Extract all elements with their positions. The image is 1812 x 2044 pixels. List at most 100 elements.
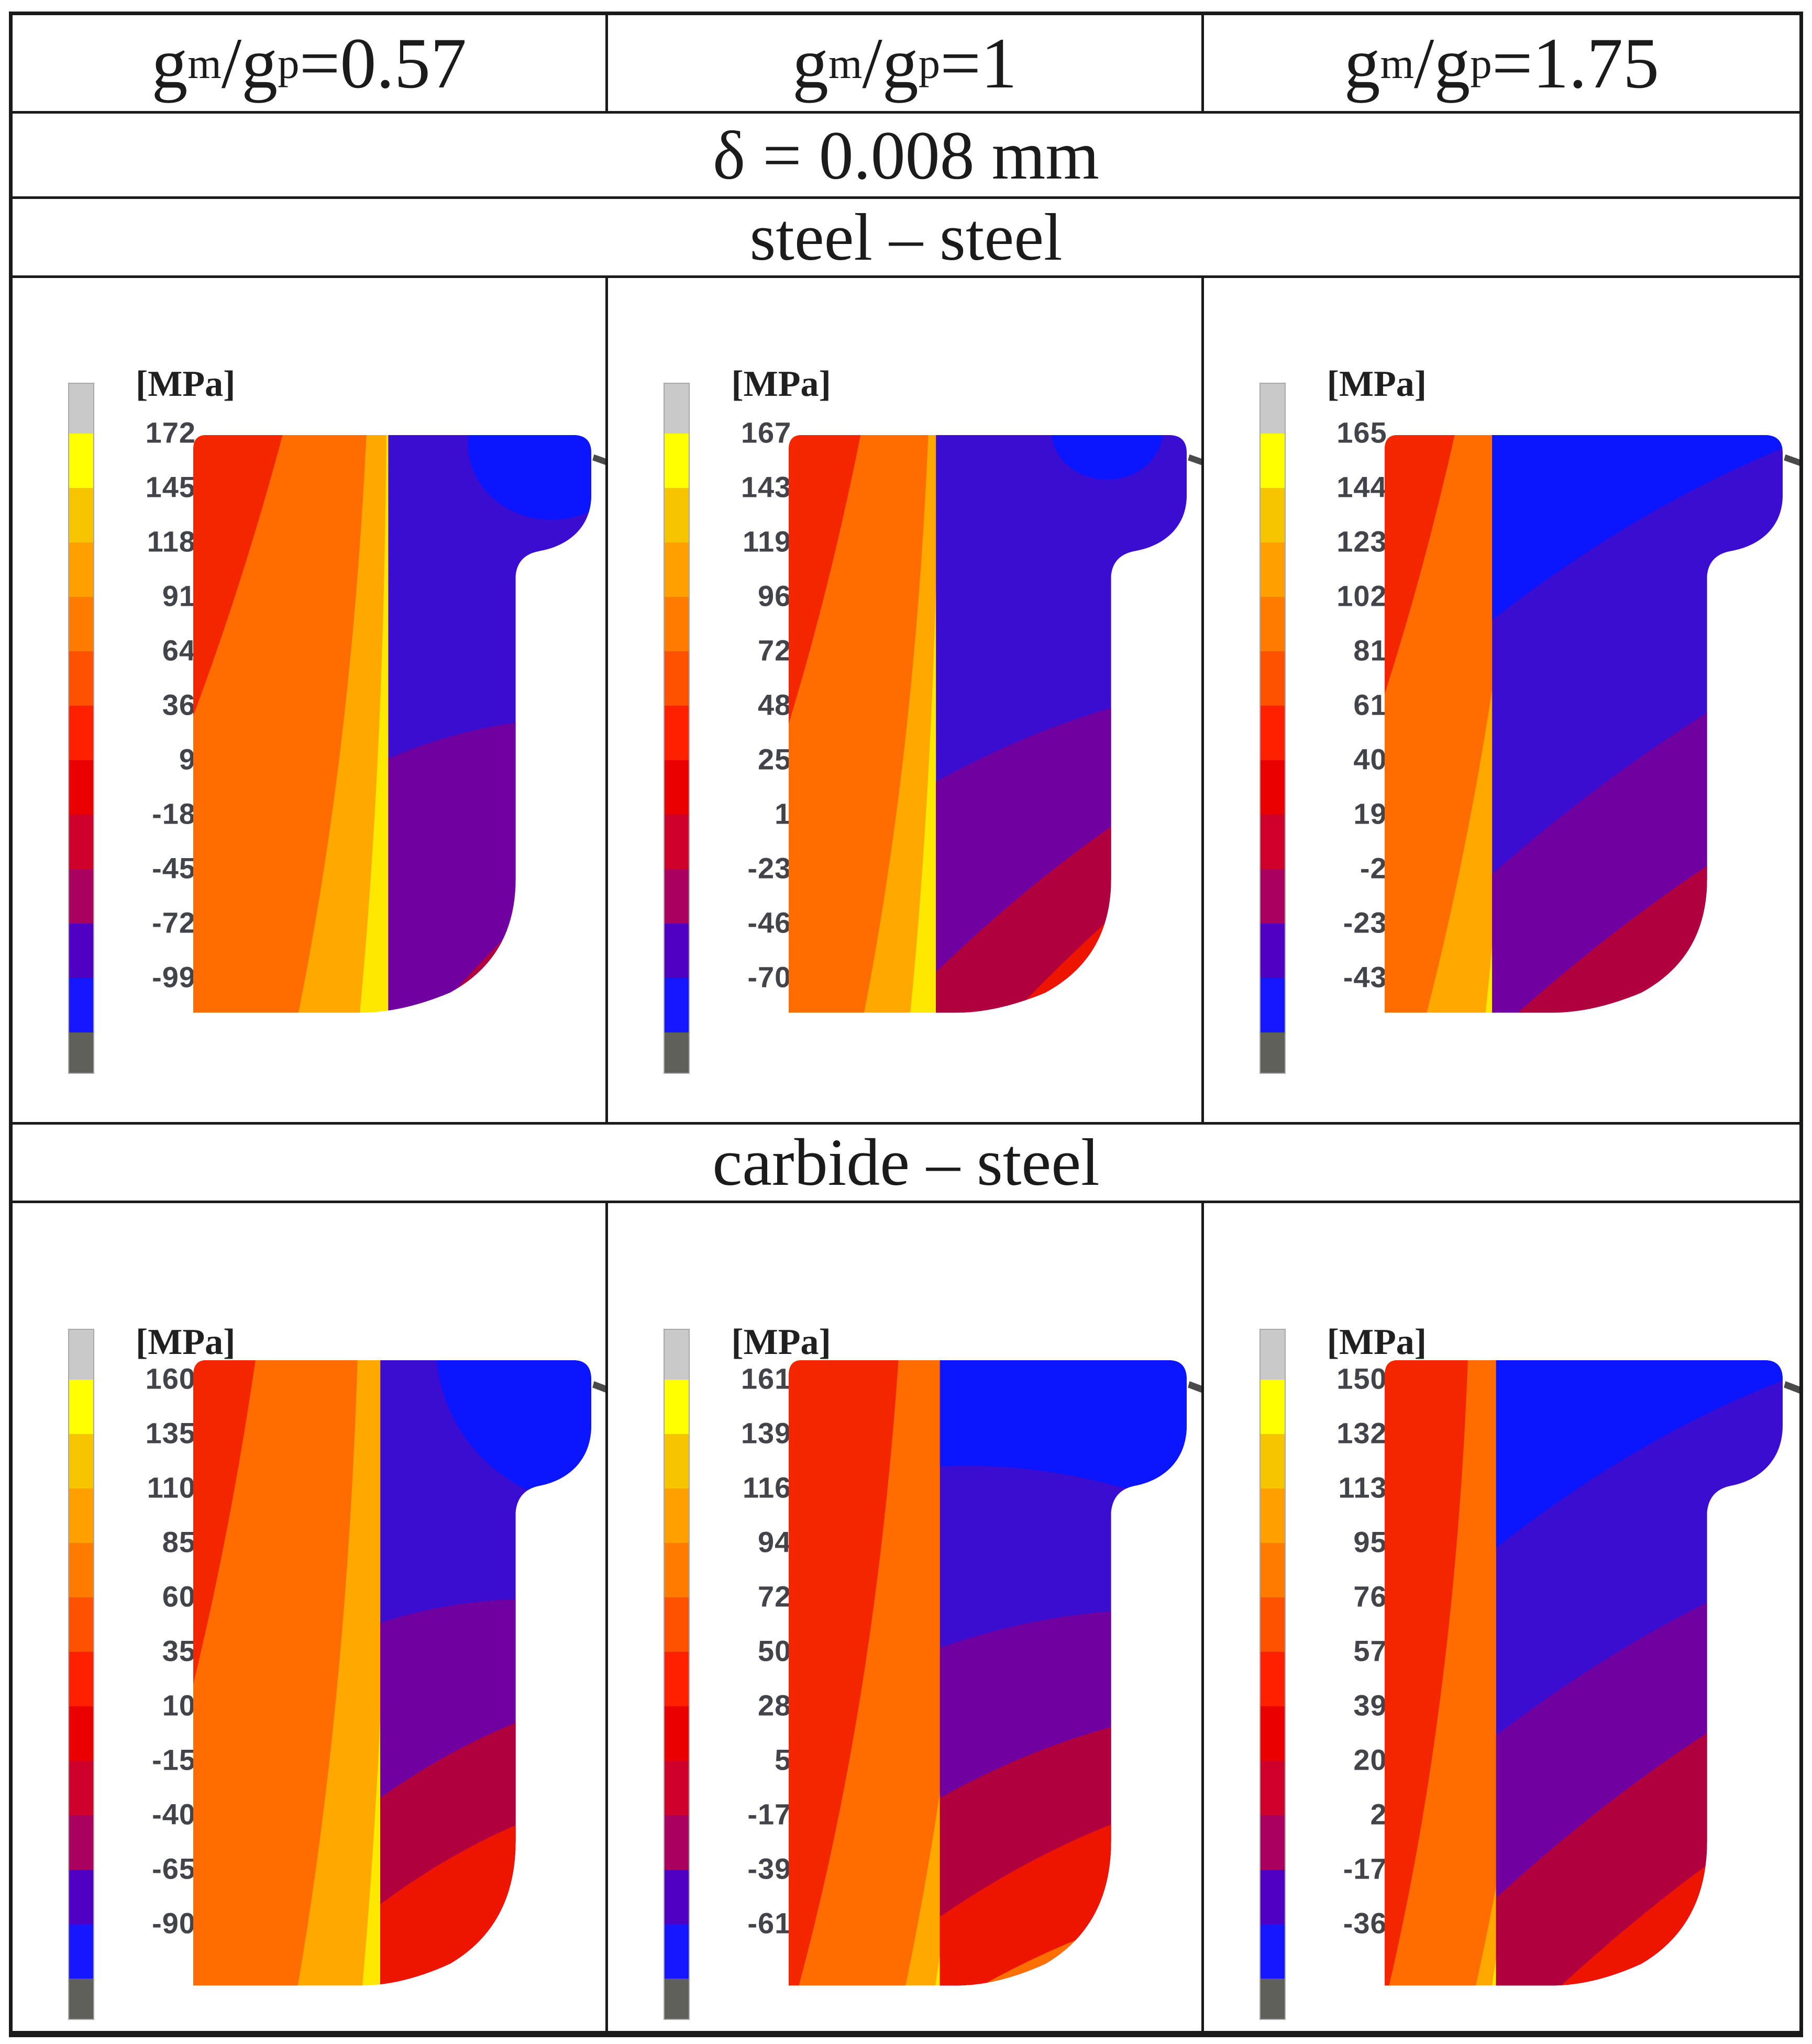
legend-value: -61: [747, 1906, 792, 1940]
legend-value: -46: [747, 906, 792, 939]
stress-contour-plot: [193, 435, 606, 1013]
legend-value: -43: [1343, 960, 1387, 994]
legend-value: -23: [1343, 906, 1387, 939]
colorbar-segment: [69, 1706, 93, 1761]
dimension-tick: [592, 454, 606, 465]
mpa-unit-label: [MPa]: [731, 364, 831, 404]
legend-value: 95: [1353, 1525, 1387, 1559]
colorbar-legend: 161 139 116 94 72 50 28 5 -17 -39 -61: [671, 1329, 791, 2020]
legend-value: 72: [758, 1580, 792, 1613]
legend-value: 119: [742, 525, 792, 558]
contour-bands: [789, 435, 1187, 1013]
mpa-unit-label: [MPa]: [731, 1322, 831, 1362]
legend-value: 116: [742, 1471, 792, 1504]
colorbar-segment: [1260, 815, 1285, 869]
colorbar-segment: [1260, 869, 1285, 924]
colorbar-segment: [1260, 1488, 1285, 1543]
legend-value: 39: [1353, 1688, 1387, 1722]
legend-value: 94: [758, 1525, 792, 1559]
colorbar-legend: 160 135 110 85 60 35 10 -15 -40 -65 -90: [75, 1329, 196, 2020]
legend-value: 172: [145, 416, 196, 449]
colorbar-cap-top: [1260, 384, 1285, 434]
legend-value: 167: [741, 416, 792, 449]
colorbar-segment: [1260, 924, 1285, 978]
header-cell-ratio-1-75: g m/g p =1.75: [1203, 15, 1799, 114]
plot-cell-steel-057: [MPa] 172 145 118 91 64 36 9 -18 -45 -72 -99: [13, 278, 609, 1125]
legend-value: -70: [747, 960, 792, 994]
legend-value: 76: [1353, 1580, 1387, 1613]
colorbar-segment: [69, 1761, 93, 1815]
colorbar-segment: [1260, 542, 1285, 597]
legend-value: 5: [775, 1743, 792, 1776]
colorbar-segment: [69, 1543, 93, 1597]
colorbar-segment: [69, 597, 93, 651]
legend-value: -17: [1343, 1852, 1387, 1885]
colorbar-cap-bottom: [665, 1032, 689, 1073]
legend-value: 144: [1336, 470, 1387, 504]
legend-value: 110: [147, 1471, 196, 1504]
legend-value: -45: [152, 851, 196, 885]
colorbar-segment: [1260, 1434, 1285, 1488]
colorbar-segment: [665, 434, 689, 488]
legend-value: 85: [162, 1525, 196, 1559]
legend-value: 143: [741, 470, 792, 504]
colorbar-cap-top: [69, 384, 93, 434]
stress-contour-plot: [1384, 1360, 1799, 1986]
colorbar-segment: [1260, 1652, 1285, 1706]
colorbar-cap-top: [69, 1330, 93, 1380]
colorbar-segment: [665, 869, 689, 924]
colorbar-segment: [665, 488, 689, 542]
colorbar-segment: [1260, 488, 1285, 542]
colorbar-segment: [69, 1597, 93, 1652]
colorbar: [68, 383, 94, 1074]
mpa-unit-label: [MPa]: [1327, 364, 1427, 404]
header-text-part: /g: [1413, 23, 1471, 103]
colorbar-segment: [69, 1380, 93, 1434]
legend-value: 139: [741, 1416, 792, 1450]
plot-cell-steel-1: [MPa] 167 143 119 96 72 48 25 1 -23 -46 -70: [608, 278, 1204, 1125]
colorbar-segment: [665, 1815, 689, 1870]
colorbar-segment: [665, 597, 689, 651]
colorbar-segment: [665, 1488, 689, 1543]
dimension-tick: [1783, 1381, 1799, 1394]
colorbar-segment: [69, 488, 93, 542]
colorbar-cap-bottom: [665, 1979, 689, 2019]
mpa-unit-label: [MPa]: [136, 364, 236, 404]
colorbar-segment: [665, 1652, 689, 1706]
header-text-part: /g: [221, 23, 278, 103]
colorbar-segment: [1260, 1543, 1285, 1597]
legend-value: -17: [747, 1797, 792, 1831]
legend-value: 48: [758, 688, 792, 721]
colorbar-segment: [69, 924, 93, 978]
delta-row: δ = 0.008 mm: [13, 114, 1799, 199]
legend-value: -39: [747, 1852, 792, 1885]
legend-value: 135: [145, 1416, 196, 1450]
colorbar-segment: [1260, 1815, 1285, 1870]
legend-value: 118: [147, 525, 196, 558]
dimension-tick: [1188, 1381, 1201, 1393]
legend-value: -90: [152, 1906, 196, 1940]
legend-value: 161: [741, 1362, 792, 1395]
legend-value: 57: [1353, 1634, 1387, 1668]
colorbar: [68, 1329, 94, 2020]
colorbar-segment: [1260, 434, 1285, 488]
dimension-tick: [1783, 454, 1799, 466]
dimension-tick: [1188, 454, 1201, 465]
header-text-part: =1.75: [1491, 23, 1660, 103]
colorbar-segment: [69, 1434, 93, 1488]
colorbar-segment: [1260, 1597, 1285, 1652]
header-text-part: /g: [862, 23, 919, 103]
legend-value: 165: [1336, 416, 1387, 449]
header-text-part: g: [792, 23, 828, 103]
colorbar: [664, 383, 690, 1074]
legend-value: -65: [152, 1852, 196, 1885]
legend-value: 102: [1336, 579, 1387, 613]
colorbar-legend: 150 132 113 95 76 57 39 20 2 -17 -36: [1267, 1329, 1387, 2020]
colorbar-segment: [665, 706, 689, 760]
colorbar: [1259, 1329, 1286, 2020]
colorbar-segment: [665, 1924, 689, 1979]
colorbar-segment: [665, 1761, 689, 1815]
legend-value: -15: [152, 1743, 196, 1776]
colorbar-segment: [69, 1488, 93, 1543]
colorbar-segment: [69, 542, 93, 597]
